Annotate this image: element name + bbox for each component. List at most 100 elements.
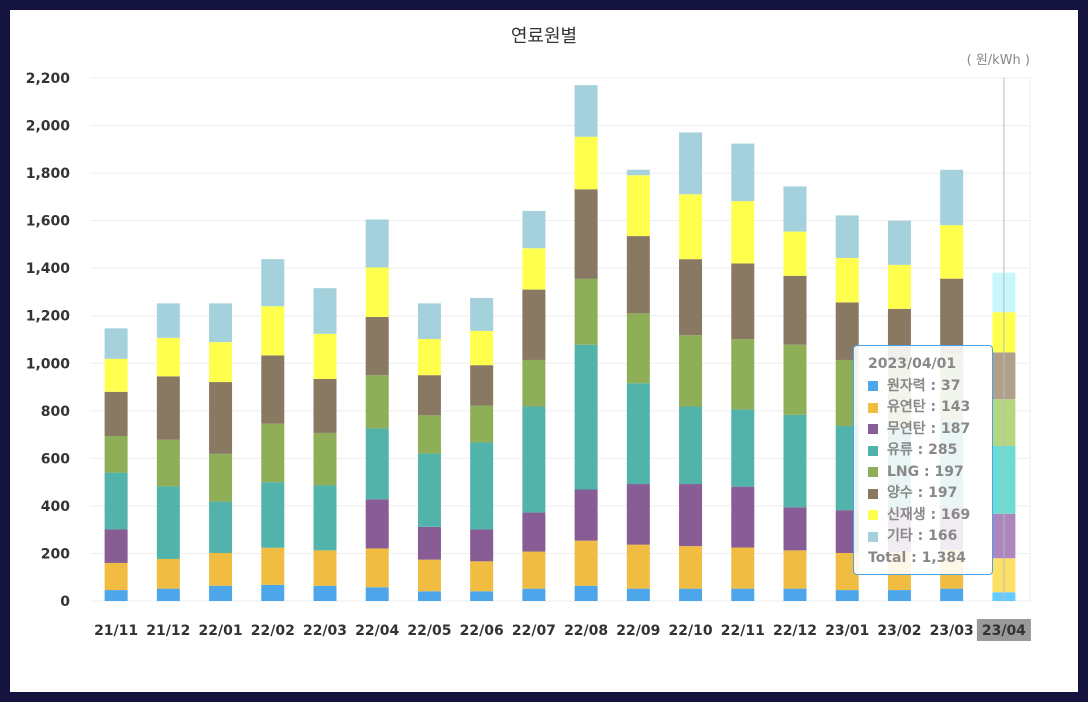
bar-segment-1[interactable] (365, 548, 389, 588)
bar-segment-4[interactable] (574, 278, 598, 345)
bar-segment-3[interactable] (731, 409, 755, 487)
bar-segment-7[interactable] (574, 85, 598, 137)
bar-segment-6[interactable] (261, 306, 285, 356)
bar-segment-5[interactable] (156, 376, 180, 440)
bar-segment-5[interactable] (313, 378, 337, 433)
bar-segment-4[interactable] (522, 359, 546, 407)
bar-segment-7[interactable] (835, 215, 859, 258)
bar-segment-5[interactable] (679, 259, 703, 336)
bar-segment-5[interactable] (940, 278, 964, 354)
bar-segment-1[interactable] (417, 559, 441, 592)
bar-segment-7[interactable] (940, 169, 964, 226)
bar-segment-0[interactable] (835, 590, 859, 601)
bar-segment-3[interactable] (835, 426, 859, 511)
bar-segment-4[interactable] (417, 415, 441, 454)
bar-segment-7[interactable] (626, 169, 650, 176)
bar-segment-7[interactable] (731, 143, 755, 202)
bar-segment-6[interactable] (417, 339, 441, 376)
bar-segment-6[interactable] (209, 342, 233, 383)
bar-segment-1[interactable] (626, 544, 650, 589)
bar-segment-2[interactable] (104, 529, 128, 563)
bar-segment-2[interactable] (365, 499, 389, 549)
bar-segment-6[interactable] (940, 225, 964, 279)
bar-segment-0[interactable] (626, 588, 650, 601)
bar-segment-6[interactable] (470, 330, 494, 366)
bar-segment-5[interactable] (522, 289, 546, 360)
bar-segment-5[interactable] (835, 302, 859, 360)
bar-segment-0[interactable] (731, 588, 755, 601)
bar-segment-0[interactable] (940, 588, 964, 601)
bar-segment-2[interactable] (679, 484, 703, 547)
bar-segment-7[interactable] (783, 186, 807, 232)
bar-segment-5[interactable] (104, 391, 128, 437)
bar-segment-6[interactable] (679, 194, 703, 260)
bar-segment-6[interactable] (835, 257, 859, 303)
bar-segment-3[interactable] (209, 501, 233, 553)
bar-segment-2[interactable] (731, 486, 755, 548)
bar-segment-1[interactable] (835, 552, 859, 591)
bar-segment-5[interactable] (574, 189, 598, 279)
bar-segment-5[interactable] (626, 236, 650, 314)
bar-segment-6[interactable] (626, 175, 650, 237)
bar-segment-7[interactable] (365, 219, 389, 268)
bar-segment-1[interactable] (679, 546, 703, 589)
bar-segment-7[interactable] (470, 297, 494, 331)
bar-segment-4[interactable] (626, 313, 650, 384)
bar-segment-3[interactable] (417, 453, 441, 527)
bar-segment-6[interactable] (731, 201, 755, 264)
bar-segment-5[interactable] (731, 263, 755, 340)
bar-segment-3[interactable] (626, 383, 650, 485)
bar-segment-3[interactable] (470, 442, 494, 530)
bar-segment-4[interactable] (835, 359, 859, 427)
bar-segment-0[interactable] (574, 585, 598, 601)
bar-segment-0[interactable] (313, 585, 337, 601)
bar-segment-7[interactable] (261, 259, 285, 307)
bar-segment-2[interactable] (522, 512, 546, 552)
bar-segment-3[interactable] (313, 485, 337, 551)
bar-segment-7[interactable] (209, 303, 233, 343)
bar-segment-2[interactable] (783, 507, 807, 551)
bar-segment-6[interactable] (574, 136, 598, 190)
bar-segment-5[interactable] (365, 316, 389, 376)
bar-segment-1[interactable] (783, 550, 807, 589)
bar-segment-4[interactable] (261, 423, 285, 483)
bar-segment-2[interactable] (417, 526, 441, 560)
bar-segment-3[interactable] (365, 428, 389, 500)
bar-segment-3[interactable] (156, 486, 180, 559)
bar-segment-6[interactable] (887, 264, 911, 309)
bar-segment-5[interactable] (783, 275, 807, 345)
bar-segment-6[interactable] (156, 337, 180, 377)
bar-segment-6[interactable] (313, 333, 337, 379)
bar-segment-1[interactable] (522, 551, 546, 589)
bar-segment-6[interactable] (365, 267, 389, 317)
bar-segment-5[interactable] (417, 375, 441, 416)
bar-segment-2[interactable] (835, 510, 859, 553)
bar-segment-3[interactable] (574, 344, 598, 490)
bar-segment-0[interactable] (104, 590, 128, 601)
bar-segment-4[interactable] (470, 405, 494, 443)
bar-segment-0[interactable] (887, 590, 911, 601)
bar-segment-5[interactable] (261, 355, 285, 424)
bar-segment-7[interactable] (522, 210, 546, 249)
bar-segment-1[interactable] (313, 550, 337, 586)
bar-segment-5[interactable] (470, 365, 494, 406)
bar-segment-4[interactable] (156, 439, 180, 487)
bar-segment-3[interactable] (679, 406, 703, 485)
bar-segment-1[interactable] (731, 547, 755, 589)
bar-segment-2[interactable] (470, 529, 494, 562)
bar-segment-7[interactable] (104, 328, 128, 359)
bar-segment-7[interactable] (417, 303, 441, 340)
bar-segment-1[interactable] (574, 540, 598, 586)
bar-segment-3[interactable] (104, 472, 128, 530)
bar-segment-6[interactable] (522, 248, 546, 290)
bar-segment-1[interactable] (156, 558, 180, 589)
bar-segment-0[interactable] (261, 584, 285, 601)
bar-segment-0[interactable] (522, 588, 546, 601)
bar-segment-4[interactable] (104, 436, 128, 473)
bar-segment-0[interactable] (679, 588, 703, 601)
bar-segment-3[interactable] (522, 406, 546, 513)
bar-segment-0[interactable] (417, 591, 441, 601)
bar-segment-4[interactable] (313, 432, 337, 486)
bar-segment-4[interactable] (365, 375, 389, 429)
bar-segment-4[interactable] (679, 335, 703, 407)
